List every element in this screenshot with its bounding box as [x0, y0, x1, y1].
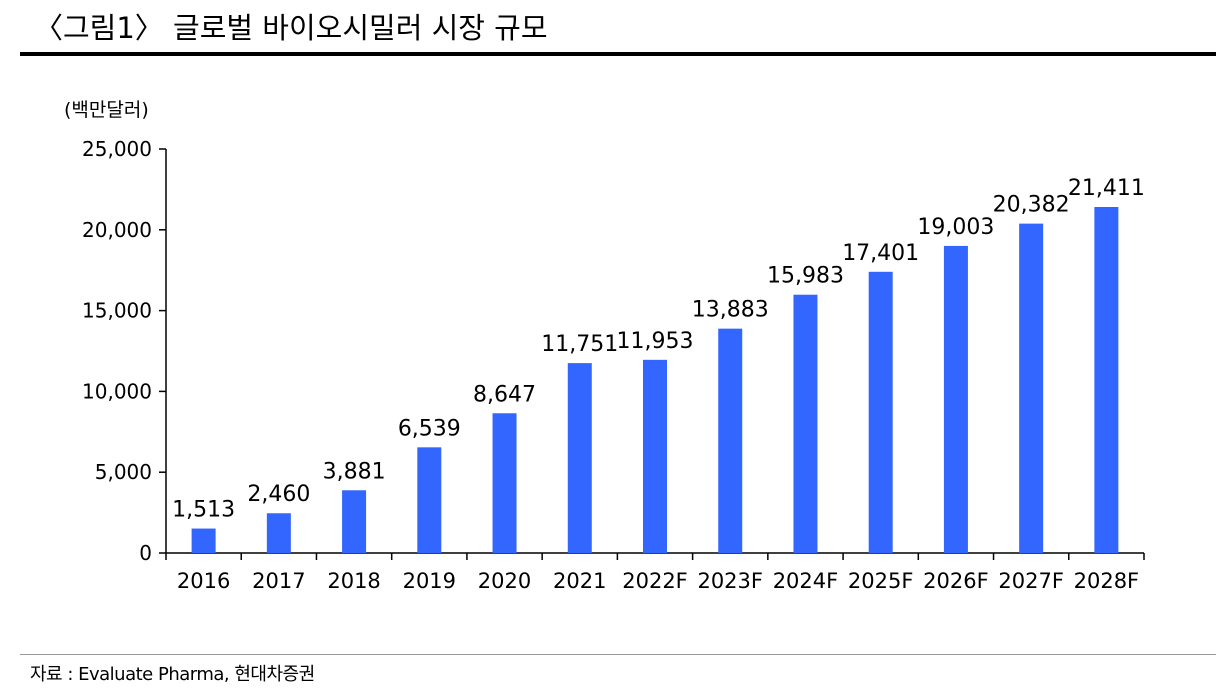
x-tick-label: 2022F: [622, 569, 688, 593]
bar: [342, 490, 367, 553]
bar: [1019, 223, 1044, 553]
data-label: 2,460: [247, 482, 310, 507]
data-label: 6,539: [398, 416, 461, 441]
x-axis: 2016 2017 2018 2019 2020 2021 2022F 2023F 2024F 2…: [165, 552, 1145, 593]
y-unit-label: (백만달러): [64, 99, 149, 121]
data-label: 3,881: [323, 459, 386, 484]
bar: [266, 513, 291, 553]
x-tick-label: 2025F: [848, 569, 914, 593]
x-tick-label: 2026F: [923, 569, 989, 593]
y-tick-label: 5,000: [95, 460, 152, 484]
data-label: 21,411: [1068, 176, 1145, 201]
bar: [417, 447, 442, 553]
x-tick-label: 2020: [478, 569, 531, 593]
bar: [718, 328, 743, 553]
x-tick-label: 2017: [252, 569, 305, 593]
data-label: 19,003: [917, 215, 994, 240]
y-tick-label: 20,000: [82, 218, 152, 242]
y-tick-label: 15,000: [82, 299, 152, 323]
y-axis: 0 5,000 10,000 15,000 20,000 25,000: [82, 137, 167, 565]
x-tick-label: 2018: [327, 569, 380, 593]
data-label: 20,382: [993, 193, 1070, 218]
x-tick-label: 2016: [177, 569, 230, 593]
chart-title: 〈그림1〉 글로벌 바이오시밀러 시장 규모: [34, 11, 548, 45]
x-tick-label: 2024F: [773, 569, 839, 593]
y-tick-label: 25,000: [82, 137, 152, 161]
x-tick-label: 2019: [403, 569, 456, 593]
bar: [793, 294, 818, 553]
data-label: 17,401: [842, 241, 919, 266]
data-label: 11,953: [617, 329, 694, 354]
data-label: 11,751: [541, 332, 618, 357]
bar: [492, 413, 517, 553]
bar: [1094, 206, 1119, 554]
source-note: 자료 : Evaluate Pharma, 현대차증권: [30, 664, 315, 685]
x-tick-label: 2028F: [1074, 569, 1140, 593]
bar: [643, 359, 667, 553]
y-tick-label: 10,000: [82, 379, 152, 403]
bar: [868, 271, 893, 553]
data-label: 15,983: [767, 264, 844, 289]
data-label: 8,647: [473, 382, 536, 407]
bar-chart: (백만달러) 0 5,000 10,000 15,000 20,000 25,000 20…: [64, 99, 1145, 593]
data-label: 13,883: [692, 298, 769, 323]
footer-rule: [20, 654, 1216, 655]
x-tick-label: 2027F: [998, 569, 1064, 593]
x-tick-label: 2021: [553, 569, 606, 593]
bars: [191, 206, 1119, 554]
data-label: 1,513: [172, 498, 235, 523]
bar: [943, 245, 968, 554]
y-tick-label: 0: [139, 541, 152, 565]
title-rule: [20, 52, 1216, 56]
x-tick-label: 2023F: [697, 569, 763, 593]
bar: [191, 528, 216, 553]
bar: [567, 363, 592, 553]
